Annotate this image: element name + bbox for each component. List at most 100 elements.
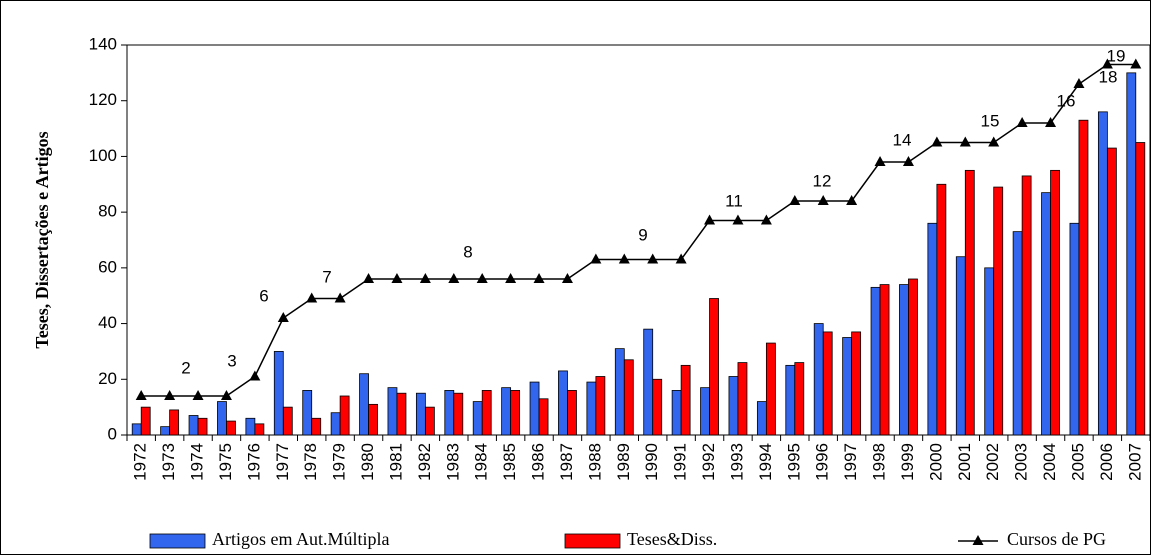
bar bbox=[1097, 111, 1108, 436]
bar bbox=[737, 362, 748, 436]
line-marker bbox=[334, 292, 346, 303]
bar bbox=[822, 331, 833, 436]
x-tick-label: 1979 bbox=[330, 443, 349, 481]
legend-label: Teses&Diss. bbox=[627, 529, 717, 549]
bar bbox=[813, 323, 824, 436]
bar bbox=[501, 387, 512, 436]
line-marker bbox=[306, 292, 318, 303]
line-marker bbox=[704, 214, 716, 225]
annotation: 11 bbox=[725, 191, 743, 210]
line-marker bbox=[192, 390, 204, 400]
annotation: 2 bbox=[181, 358, 190, 377]
x-tick-label: 1997 bbox=[841, 443, 860, 481]
bar bbox=[1021, 175, 1032, 436]
bar bbox=[936, 183, 947, 436]
line-marker bbox=[363, 273, 375, 283]
bar bbox=[282, 406, 293, 436]
annotation: 7 bbox=[322, 267, 331, 286]
x-tick-label: 1996 bbox=[813, 443, 832, 481]
line-marker bbox=[561, 273, 573, 283]
line-marker bbox=[1130, 58, 1142, 69]
bar bbox=[586, 381, 597, 436]
line-marker bbox=[135, 390, 147, 400]
bar bbox=[680, 364, 691, 436]
y-tick-label: 0 bbox=[108, 424, 117, 443]
bar bbox=[415, 392, 426, 436]
line-marker bbox=[533, 273, 545, 283]
annotation: 8 bbox=[463, 242, 472, 261]
x-tick-label: 1981 bbox=[386, 443, 405, 481]
x-tick-label: 2002 bbox=[983, 443, 1002, 481]
line-marker bbox=[931, 136, 943, 147]
bar bbox=[899, 284, 909, 436]
bar bbox=[311, 417, 322, 436]
bar bbox=[396, 392, 407, 436]
bar bbox=[339, 395, 350, 436]
legend-swatch bbox=[149, 533, 206, 549]
y-tick-label: 120 bbox=[89, 90, 117, 109]
bar bbox=[453, 392, 464, 436]
bar bbox=[481, 390, 492, 436]
y-tick-label: 40 bbox=[98, 313, 117, 332]
x-tick-label: 1976 bbox=[244, 443, 263, 481]
x-tick-label: 2007 bbox=[1125, 443, 1144, 481]
bar bbox=[728, 376, 739, 436]
bar bbox=[870, 286, 881, 436]
bar bbox=[368, 403, 378, 436]
bar bbox=[567, 390, 577, 436]
bar bbox=[359, 373, 369, 436]
x-tick-label: 1986 bbox=[529, 443, 548, 481]
x-tick-label: 1991 bbox=[671, 443, 690, 481]
bar bbox=[993, 186, 1004, 436]
bar bbox=[510, 390, 521, 436]
line-marker bbox=[817, 195, 829, 205]
x-tick-label: 1974 bbox=[188, 443, 207, 481]
bar bbox=[671, 390, 682, 436]
bar bbox=[1050, 169, 1060, 436]
line-marker bbox=[874, 156, 886, 166]
bar bbox=[472, 401, 483, 436]
x-tick-label: 1982 bbox=[415, 443, 434, 481]
bar bbox=[623, 359, 634, 436]
bar bbox=[1106, 147, 1117, 436]
bar bbox=[765, 342, 776, 436]
line-marker bbox=[732, 214, 744, 225]
bar bbox=[643, 328, 654, 436]
bar bbox=[330, 412, 341, 436]
x-tick-label: 1987 bbox=[557, 443, 576, 481]
bar bbox=[879, 284, 890, 436]
bar bbox=[245, 417, 256, 436]
bar bbox=[955, 256, 966, 436]
bar bbox=[302, 390, 313, 436]
bar bbox=[595, 376, 606, 436]
bar bbox=[254, 423, 265, 436]
line-marker bbox=[675, 253, 687, 264]
x-tick-label: 1978 bbox=[301, 443, 320, 481]
bar bbox=[652, 378, 663, 436]
y-tick-label: 80 bbox=[98, 202, 117, 221]
bar bbox=[140, 406, 151, 436]
bar bbox=[273, 351, 284, 436]
bar bbox=[964, 169, 975, 436]
line-marker bbox=[277, 312, 289, 322]
x-tick-label: 1999 bbox=[898, 443, 917, 481]
bar bbox=[842, 337, 853, 436]
bar bbox=[908, 278, 918, 436]
x-tick-label: 1983 bbox=[443, 443, 462, 481]
annotation: 9 bbox=[638, 225, 647, 244]
annotation: 18 bbox=[1099, 67, 1118, 86]
bar bbox=[700, 387, 710, 436]
bar bbox=[160, 426, 171, 436]
bar bbox=[226, 420, 236, 436]
line-marker bbox=[1101, 58, 1113, 69]
line-marker bbox=[1073, 78, 1085, 88]
legend-swatch bbox=[564, 533, 621, 549]
bar bbox=[169, 409, 180, 436]
x-tick-label: 1977 bbox=[273, 443, 292, 481]
line-marker bbox=[902, 156, 914, 166]
x-tick-label: 2001 bbox=[955, 443, 974, 481]
line-marker bbox=[618, 253, 630, 264]
bar bbox=[984, 267, 995, 436]
annotation: 15 bbox=[981, 111, 1000, 130]
